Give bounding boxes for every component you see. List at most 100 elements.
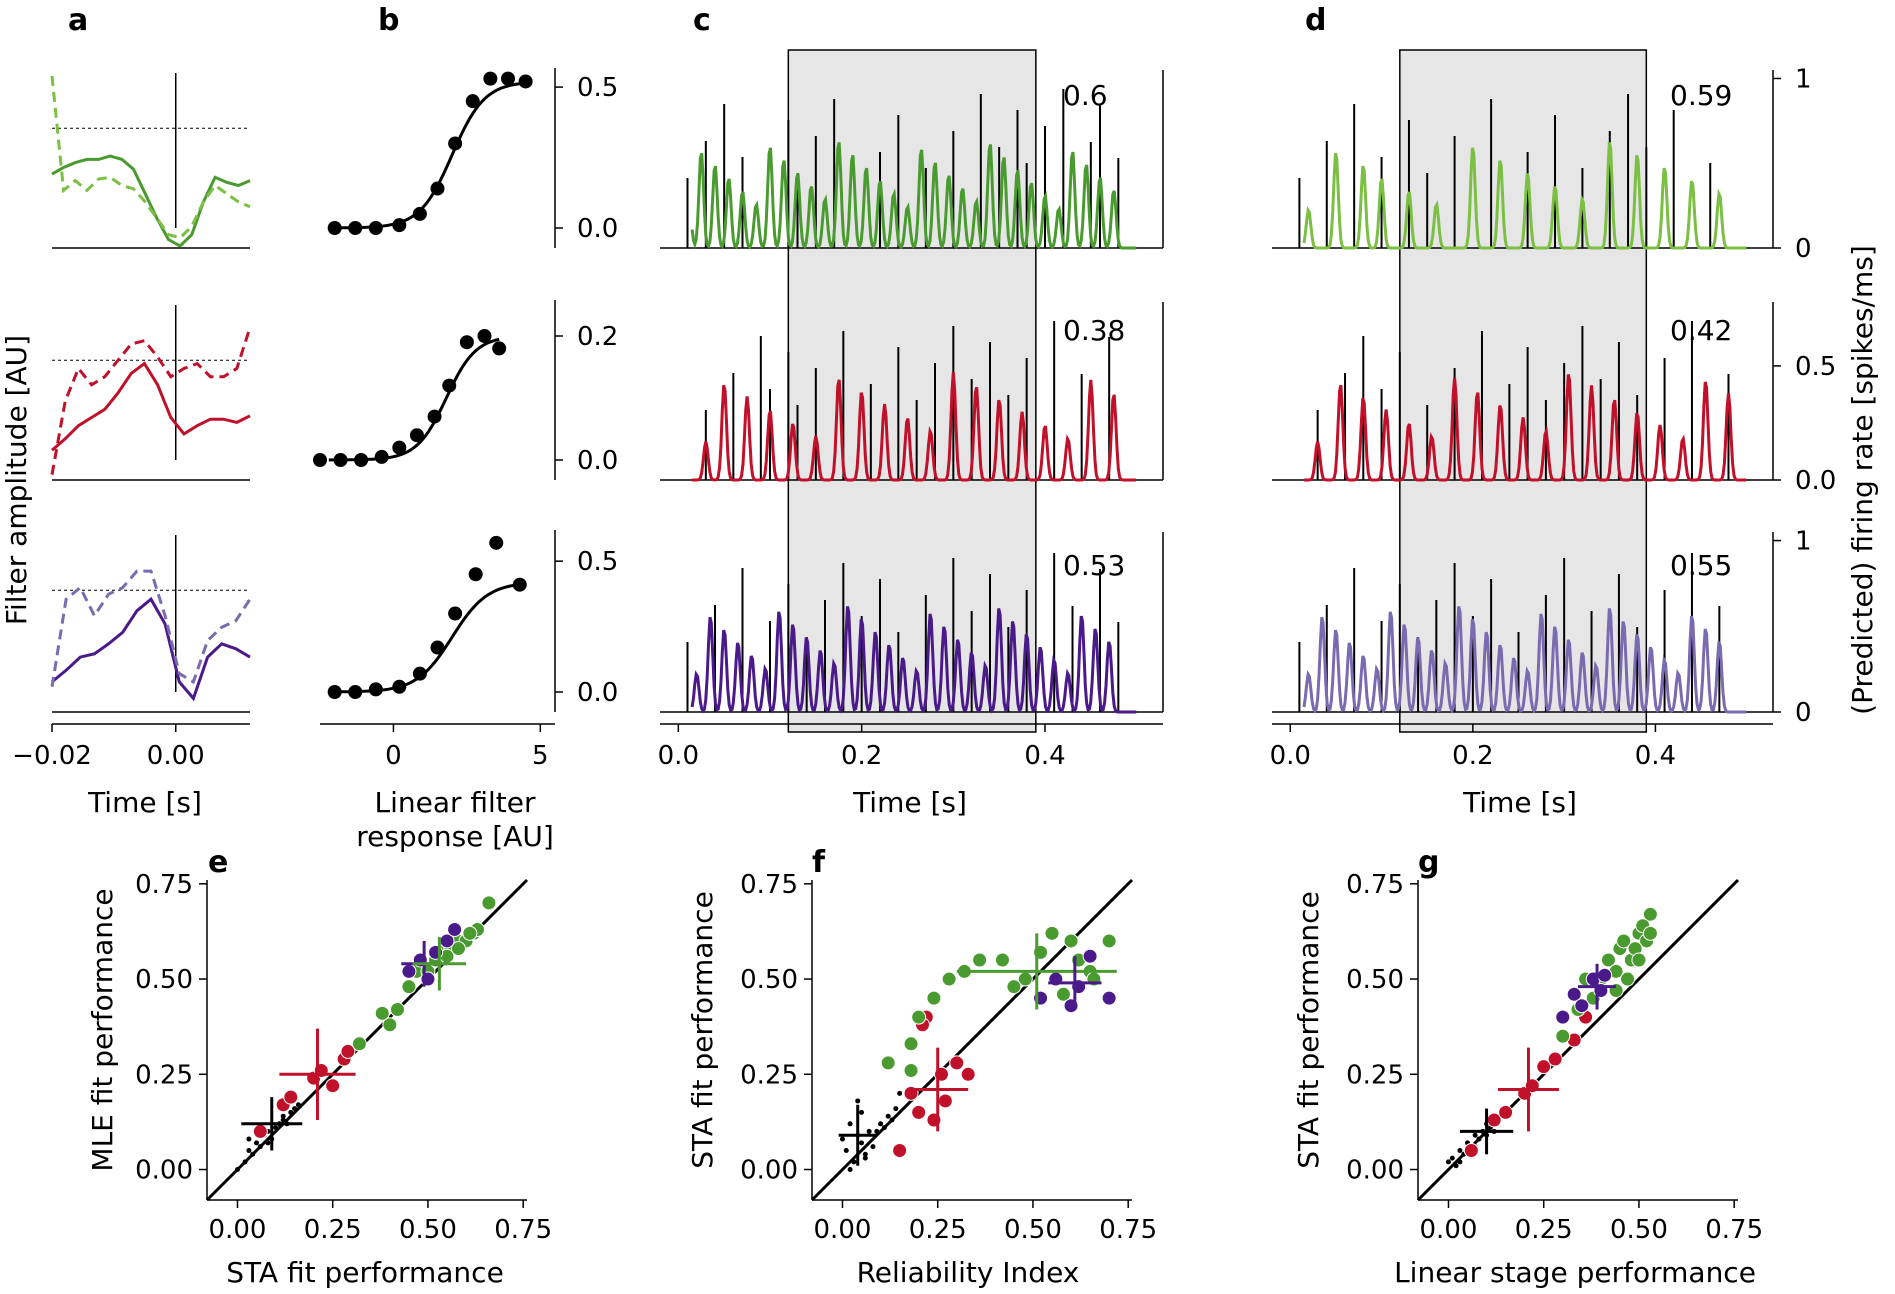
panel-b-point-row3-7 [468, 567, 483, 582]
panel-c-annotation-row2: 0.38 [1063, 314, 1125, 347]
panel-b-point-row3-9 [512, 577, 527, 592]
panel-b-point-row1-1 [348, 221, 363, 235]
panel-a-filter-solid-red [51, 361, 251, 452]
panel-g-point-red-2 [1498, 1104, 1514, 1120]
panel-b-fit-curve-row2 [328, 337, 500, 462]
panel-f-point-black-7 [866, 1128, 872, 1134]
panel-e-ytick-label-1: 0.25 [135, 1060, 193, 1090]
panel-c-xlabel: Time [s] [852, 786, 967, 819]
panel-d-xtick-label-1: 0.2 [1452, 741, 1493, 771]
panel-e-point-purple-0 [401, 963, 417, 979]
panel-f-point-black-19 [859, 1140, 865, 1146]
panel-b-ytick-label-row1-0: 0.0 [577, 214, 618, 244]
panel-g-xtick-label-1: 0.25 [1515, 1215, 1573, 1245]
panel-e-point-red-0 [252, 1123, 268, 1139]
panel-g-ytick-label-3: 0.75 [1346, 870, 1404, 900]
panel-e-point-green-14 [374, 1005, 390, 1021]
panel-f-point-green-10 [1044, 925, 1060, 941]
panel-f-point-black-1 [843, 1147, 849, 1153]
panel-g-xtick-label-2: 0.50 [1610, 1215, 1668, 1245]
panel-e-point-black-14 [292, 1106, 298, 1112]
panel-b-point-row1-4 [412, 206, 427, 221]
panel-g-point-purple-2 [1574, 998, 1590, 1014]
panel-f-point-red-0 [892, 1142, 908, 1158]
panel-b-xlabel-line2: response [AU] [356, 820, 554, 853]
panel-f-point-purple-4 [1101, 990, 1117, 1006]
panel-a-filter-solid-green [51, 154, 251, 248]
panel-g-xtick-label-0: 0.00 [1420, 1215, 1478, 1245]
panel-label-b: b [378, 3, 399, 38]
panel-d-ylabel: (Predicted) firing rate [spikes/ms] [1846, 245, 1879, 715]
panel-label-f: f [812, 845, 826, 880]
panel-f-point-black-3 [851, 1159, 857, 1165]
panel-g-ytick-label-1: 0.25 [1346, 1060, 1404, 1090]
panel-f-point-green-14 [1101, 933, 1117, 949]
panel-e-point-purple-5 [447, 922, 463, 938]
panel-e-point-black-9 [273, 1125, 279, 1131]
panel-e-point-green-13 [481, 895, 497, 911]
panel-b-point-row1-5 [430, 181, 445, 196]
panel-g-point-black-8 [1476, 1136, 1482, 1142]
panel-f-point-purple-3 [1082, 948, 1098, 964]
panel-e-point-green-2 [389, 1002, 405, 1018]
panel-e-point-green-0 [351, 1036, 367, 1052]
panel-e-point-black-0 [234, 1167, 240, 1173]
panel-a-filter-dashed-red [50, 327, 252, 475]
panel-b-ytick-label-row1-1: 0.5 [577, 73, 618, 103]
panel-g-point-green-12 [1642, 906, 1658, 922]
panel-g-point-black-7 [1472, 1132, 1478, 1138]
panel-d-ytick-label-row3-0: 0 [1795, 698, 1812, 728]
panel-e-point-black-19 [280, 1113, 286, 1119]
panel-label-d: d [1305, 3, 1326, 38]
panel-g-point-green-18 [1642, 925, 1658, 941]
panel-e-xtick-label-2: 0.50 [399, 1215, 457, 1245]
panel-g-ytick-label-0: 0.00 [1346, 1156, 1404, 1186]
panel-a-xtick-label-0: −0.02 [12, 741, 92, 771]
panel-b-point-row2-6 [427, 409, 442, 424]
panel-d-rate-trace-light_purple [1302, 606, 1747, 714]
panel-b-point-row2-7 [442, 378, 457, 393]
panel-f-point-red-9 [937, 1093, 953, 1109]
panel-g-point-red-5 [1536, 1059, 1552, 1075]
panel-g-point-black-15 [1457, 1159, 1463, 1165]
panel-c-xtick-label-2: 0.4 [1024, 741, 1065, 771]
panel-f-point-green-1 [903, 1036, 919, 1052]
panel-e-point-black-2 [246, 1147, 252, 1153]
panel-g-point-green-0 [1555, 1028, 1571, 1044]
panel-f-point-black-14 [862, 1151, 868, 1157]
panel-c-rate-trace-green [690, 142, 1137, 250]
panel-b-point-row3-0 [327, 685, 342, 699]
panel-e-point-black-18 [265, 1140, 271, 1146]
panel-g-ylabel: STA fit performance [1292, 891, 1325, 1169]
panel-f-point-black-11 [893, 1106, 899, 1112]
panel-c-shaded-region [787, 49, 1037, 733]
panel-d-xtick-label-0: 0.0 [1270, 741, 1311, 771]
panel-e-point-black-16 [246, 1136, 252, 1142]
panel-e-ylabel: MLE fit performance [86, 888, 119, 1171]
panel-e-point-black-3 [250, 1151, 256, 1157]
panel-f-ytick-label-2: 0.50 [740, 965, 798, 995]
panel-d-ytick-label-row2-0: 0.0 [1795, 466, 1836, 496]
panel-b-ytick-label-row2-1: 0.2 [577, 322, 618, 352]
panel-e-point-green-18 [462, 925, 478, 941]
panel-f-point-green-15 [903, 1062, 919, 1078]
panel-f-point-green-7 [994, 952, 1010, 968]
panel-g-point-green-17 [1631, 952, 1647, 968]
panel-f-point-black-9 [878, 1121, 884, 1127]
panel-f-point-red-7 [960, 1066, 976, 1082]
panel-e-point-black-11 [280, 1117, 286, 1123]
panel-b-point-row3-1 [348, 685, 363, 699]
panel-b-point-row2-8 [459, 335, 474, 350]
panel-e-point-black-5 [257, 1144, 263, 1150]
panel-a-ylabel: Filter amplitude [AU] [0, 335, 33, 625]
panel-b-fit-curve-row1 [328, 81, 526, 230]
panel-e-point-black-1 [242, 1159, 248, 1165]
panel-b-point-row3-8 [489, 535, 504, 550]
panel-g-point-black-2 [1453, 1163, 1459, 1169]
panel-b-point-row3-4 [412, 666, 427, 681]
panel-b-point-row2-10 [492, 341, 507, 356]
panel-e-xlabel: STA fit performance [226, 1256, 504, 1289]
panel-f-xtick-label-3: 0.75 [1099, 1215, 1157, 1245]
